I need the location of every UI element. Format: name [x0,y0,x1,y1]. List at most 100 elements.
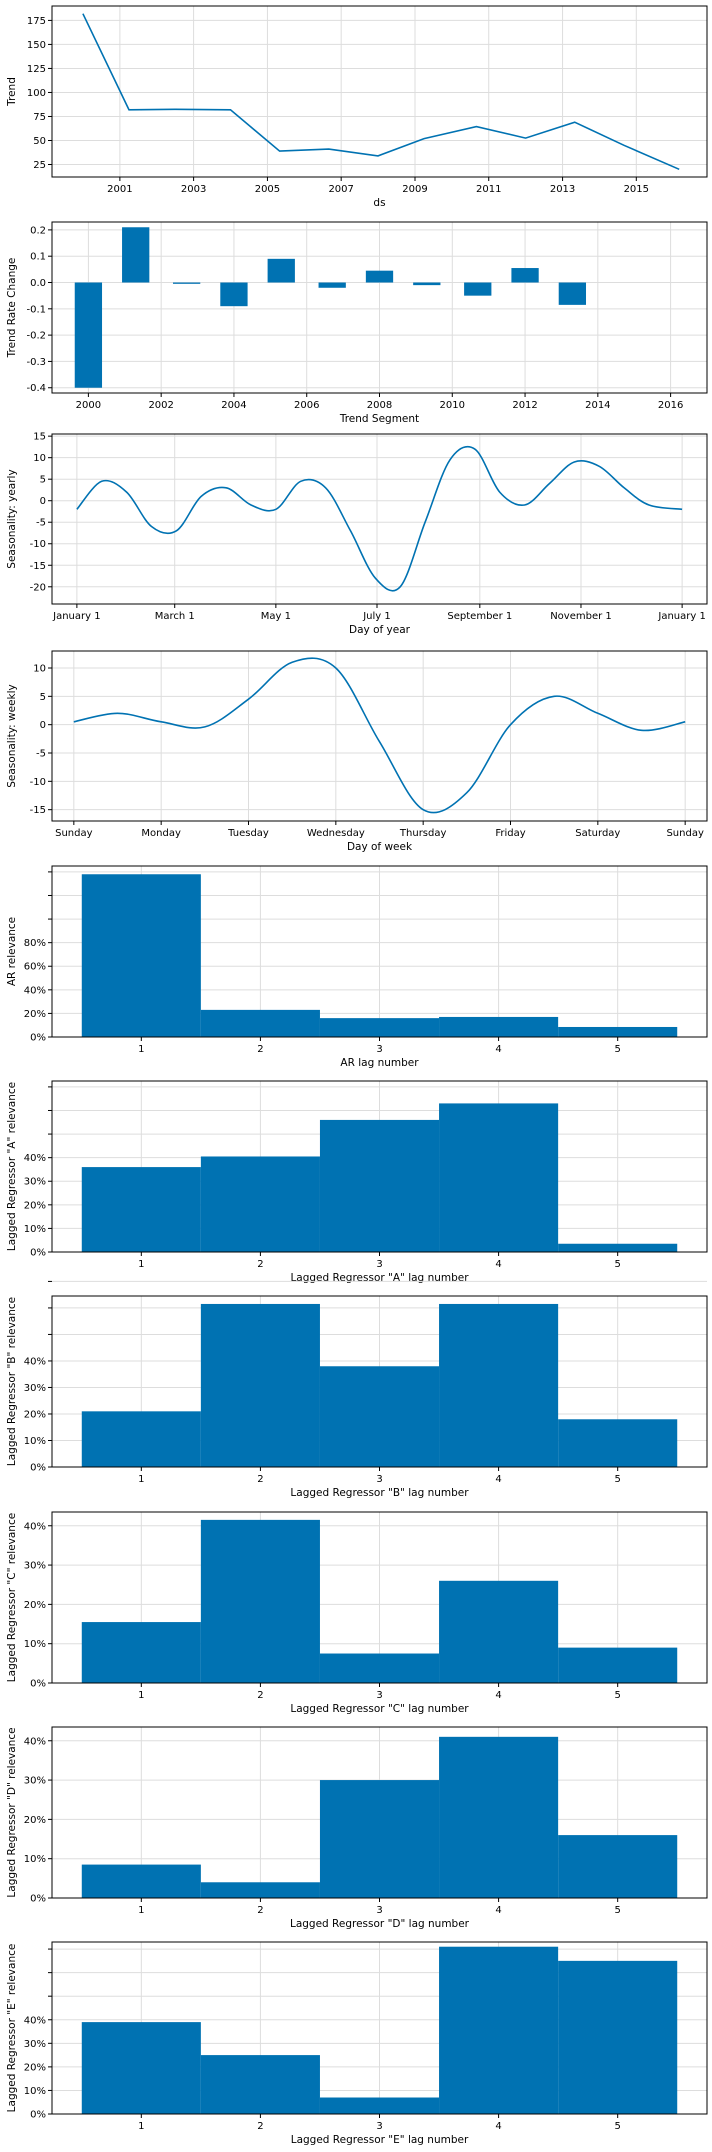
relevance-bar [439,1103,559,1252]
y-tick-label: 75 [33,112,46,123]
x-tick-label: 2013 [550,184,575,195]
y-tick-label: 0% [30,1463,46,1474]
y-axis-label: Lagged Regressor "C" relevance [6,1513,18,1682]
x-axis-label: Lagged Regressor "A" lag number [290,1272,469,1284]
x-tick-label: 2015 [624,184,649,195]
trend-chart: 2001 2003 2005 2007 2009 2011 2013 2015 25 50 75 10… [6,5,708,209]
trend-rate-bar [464,282,492,296]
x-tick-label: 1 [138,1905,144,1916]
y-tick-label: 10% [24,1639,46,1650]
y-tick-label: 20% [24,1200,46,1211]
y-tick-label: 30% [24,1776,46,1787]
x-tick-label: November 1 [550,611,612,622]
y-tick-label: 25 [33,160,46,171]
y-axis-label: Seasonality: weekly [6,684,18,788]
y-tick-label: -15 [30,805,46,816]
x-tick-label: 2 [257,1905,263,1916]
y-tick-label: -5 [36,749,46,760]
x-axis-label: Day of year [349,624,411,636]
trend-rate-bar [267,258,295,283]
trend-rate-bar [318,282,346,288]
trend-rate-bar [172,282,201,284]
seasonality-yearly-chart: January 1 March 1 May 1 July 1 September 1 No… [6,432,708,636]
relevance-bar [200,1009,320,1037]
y-axis-label: Trend Rate Change [6,258,18,359]
y-tick-label: 10% [24,1224,46,1235]
x-tick-label: 2 [257,1044,263,1055]
y-tick-label: 30% [24,2039,46,2050]
relevance-bar [319,1366,440,1467]
x-tick-label: Monday [141,828,181,839]
y-tick-label: 125 [27,64,46,75]
x-tick-label: 2 [257,1474,263,1485]
x-tick-label: 2011 [476,184,501,195]
relevance-bar [439,1303,559,1467]
x-tick-label: 2014 [585,400,610,411]
plot-frame [51,5,708,178]
x-tick-label: 4 [495,2121,501,2132]
x-tick-label: 2 [257,1690,263,1701]
x-axis-label: Lagged Regressor "B" lag number [290,1487,469,1499]
y-tick-label: 10 [33,453,46,464]
x-axis-label: ds [373,197,385,209]
seasonality-weekly-chart: Sunday Monday Tuesday Wednesday Thursday Frid… [6,650,708,853]
relevance-bar [319,1018,440,1037]
x-axis-label: Lagged Regressor "C" lag number [290,1703,469,1715]
y-tick-label: 40% [24,1153,46,1164]
x-tick-label: 3 [376,1044,382,1055]
relevance-bar [558,1026,678,1037]
x-tick-label: 2005 [255,184,280,195]
trend-rate-bar [74,282,103,388]
x-tick-label: 4 [495,1905,501,1916]
y-tick-label: 10 [33,664,46,675]
x-tick-label: 2009 [402,184,427,195]
trend-rate-change-chart: 2000 2002 2004 2006 2008 2010 2012 2014 2016 -0.4… [6,221,708,425]
y-tick-label: 15 [33,432,46,443]
x-tick-label: 4 [495,1474,501,1485]
y-axis-label: AR relevance [6,917,18,986]
relevance-bar [81,874,201,1037]
y-tick-label: -0.4 [26,383,46,394]
x-tick-label: 2007 [328,184,353,195]
y-tick-label: 0% [30,2110,46,2121]
relevance-bar [439,1736,559,1898]
relevance-bar [558,1835,678,1898]
trend-rate-bar [511,268,539,283]
y-tick-label: 80% [24,938,46,949]
x-tick-label: 2010 [440,400,465,411]
x-tick-label: Thursday [399,828,447,839]
x-tick-label: 1 [138,1259,144,1270]
lagged-regressor-d-chart: 1 2 3 4 5 0% 10% 20% 30% 40% Lagged Regressor "D" … [6,1726,708,1930]
x-axis-label: Day of week [347,841,413,853]
y-tick-label: 0 [40,496,46,507]
y-tick-label: 40% [24,1356,46,1367]
lagged-regressor-e-chart: 1 2 3 4 5 0% 10% 20% 30% 40% Lagged Regressor "E" … [6,1941,708,2146]
y-tick-label: 5 [40,475,46,486]
x-tick-label: 4 [495,1044,501,1055]
y-tick-label: -0.2 [26,331,46,342]
y-axis-label: Lagged Regressor "A" relevance [6,1082,18,1251]
x-tick-label: January 1 [52,611,100,622]
y-tick-label: -20 [30,582,46,593]
x-axis-label: Lagged Regressor "E" lag number [291,2134,469,2146]
x-tick-label: Sunday [666,828,703,839]
x-tick-label: 4 [495,1259,501,1270]
x-axis-label: Lagged Regressor "D" lag number [290,1918,470,1930]
y-tick-label: 30% [24,1561,46,1572]
relevance-bar [200,1882,320,1898]
y-tick-label: 20% [24,1009,46,1020]
x-tick-label: 5 [614,2121,620,2132]
lagged-regressor-a-chart: 1 2 3 4 5 0% 10% 20% 30% 40% Lagged Regressor "A" … [6,1080,708,1284]
relevance-bar [558,1419,678,1467]
x-axis-label: AR lag number [340,1057,419,1069]
y-axis-label: Lagged Regressor "E" relevance [6,1944,18,2113]
relevance-bar [81,1622,201,1683]
trend-rate-bar [413,282,441,286]
relevance-bar [200,1303,320,1467]
x-tick-label: 2 [257,2121,263,2132]
lagged-regressor-c-chart: 1 2 3 4 5 0% 10% 20% 30% 40% Lagged Regressor "C" … [6,1511,708,1715]
y-tick-label: 175 [27,16,46,27]
y-axis-label: Lagged Regressor "D" relevance [6,1727,18,1897]
relevance-bar [81,1167,201,1252]
